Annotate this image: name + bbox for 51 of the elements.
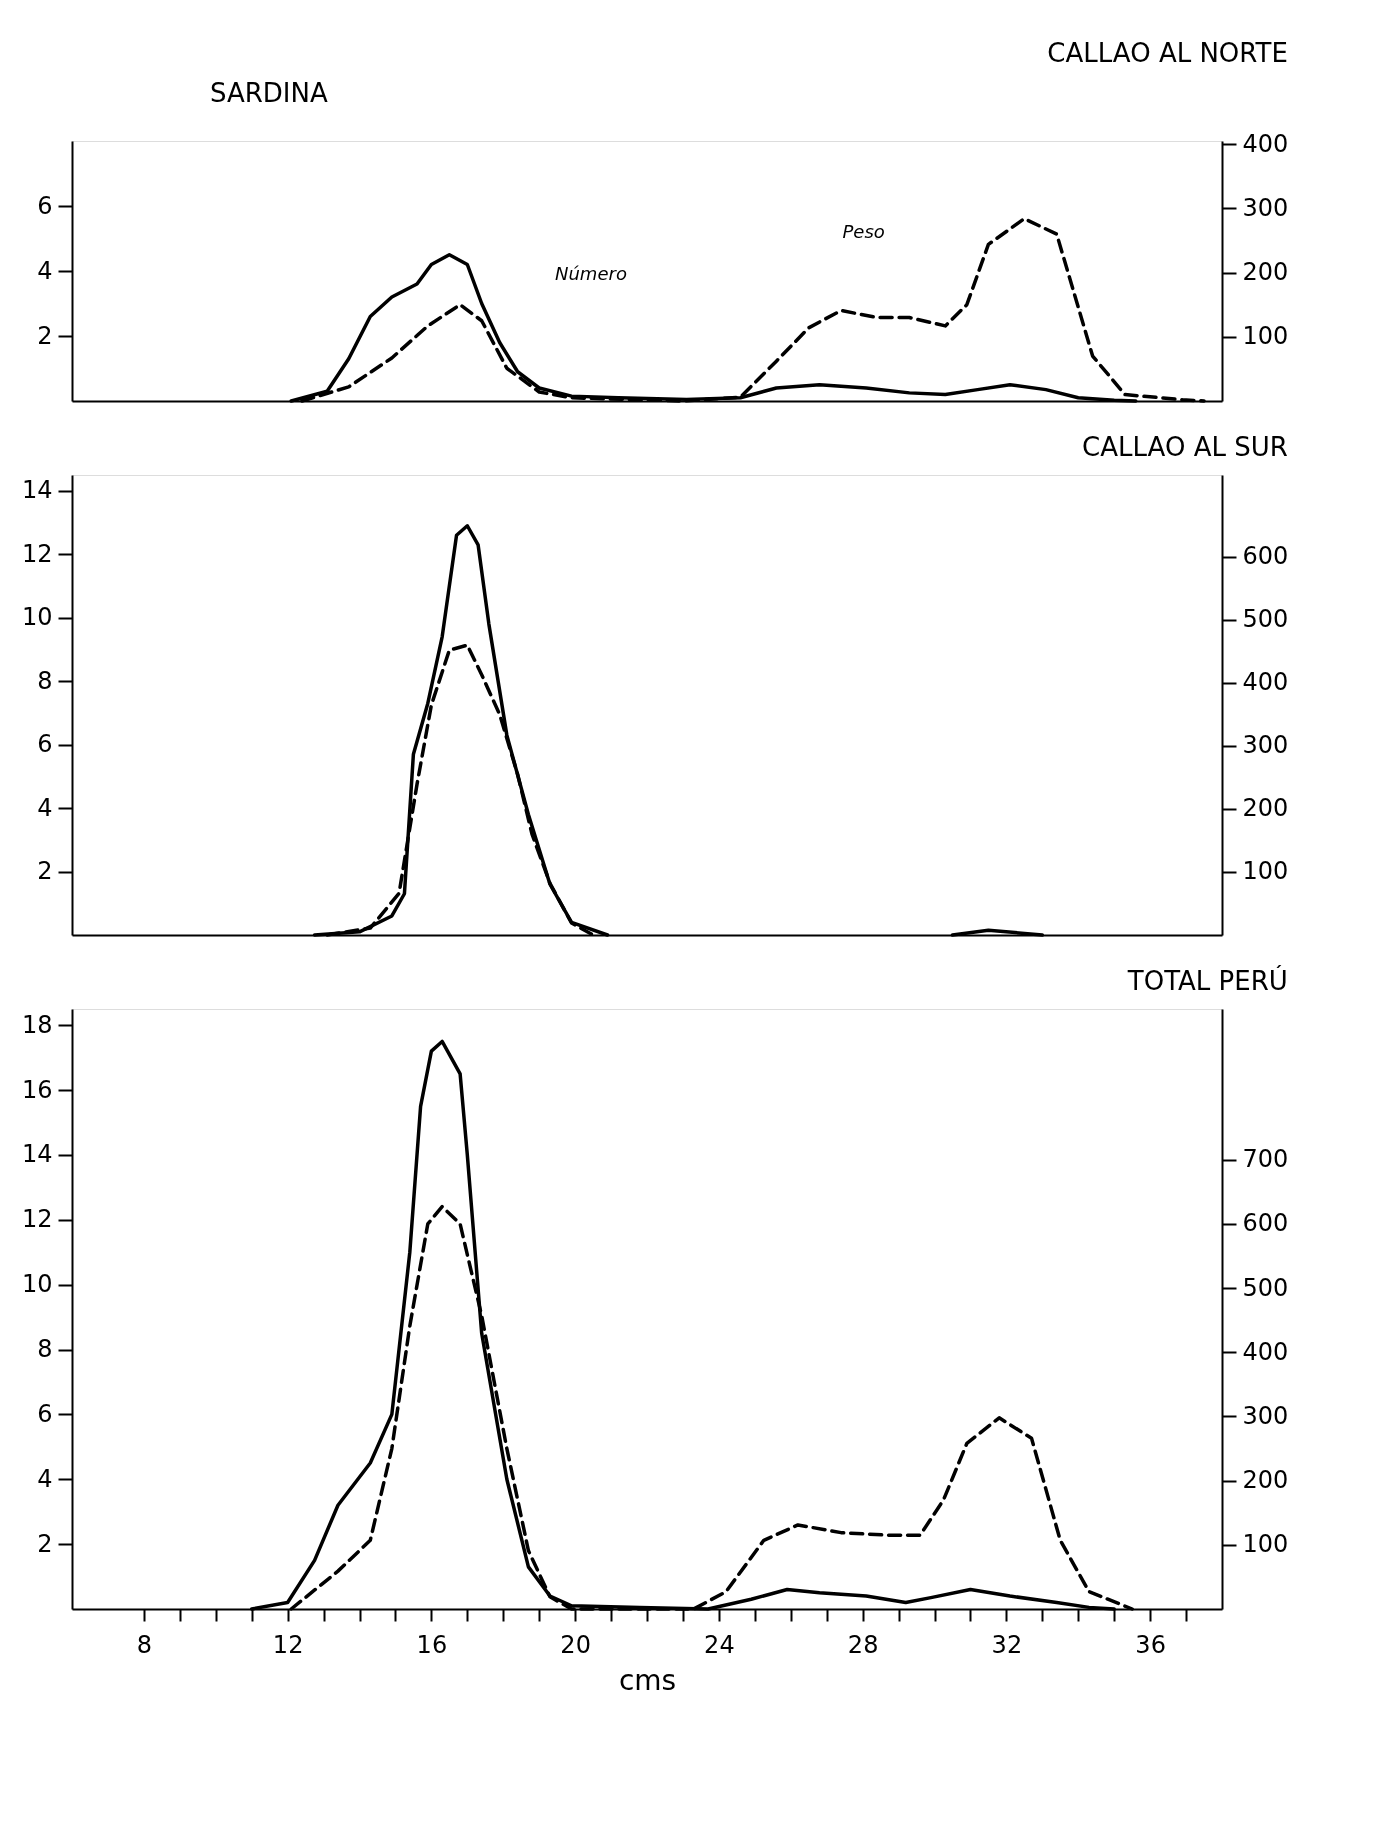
y-tick-label: 6 — [37, 730, 53, 759]
y2-tick-label: 300 — [1242, 1401, 1289, 1430]
y-tick-label: 4 — [37, 1464, 53, 1493]
y2-tick-label: 400 — [1242, 129, 1289, 158]
y2-tick-label: 100 — [1242, 1530, 1289, 1559]
annotation: Número — [555, 263, 627, 284]
y2-tick-label: 200 — [1242, 1466, 1289, 1495]
y-tick-label: 12 — [21, 539, 53, 568]
y2-tick-label: 200 — [1242, 794, 1289, 823]
y-tick-label: 2 — [37, 321, 53, 350]
x-tick-label: 20 — [560, 1630, 591, 1659]
chart-title: CALLAO AL SUR — [1082, 432, 1288, 462]
y-tick-label: 2 — [37, 1529, 53, 1558]
x-tick-label: 8 — [136, 1630, 153, 1659]
y-tick-label: 16 — [21, 1075, 53, 1104]
x-tick-label: 36 — [1135, 1630, 1166, 1659]
y2-tick-label: 600 — [1242, 1209, 1289, 1238]
text: SARDINA — [210, 78, 328, 109]
y-tick-label: 2 — [37, 857, 53, 886]
x-tick-label: 28 — [847, 1630, 879, 1659]
y2-tick-label: 400 — [1242, 1337, 1289, 1366]
y-tick-label: 12 — [21, 1205, 53, 1234]
y-tick-label: 6 — [37, 191, 53, 220]
x-axis-title: cms — [618, 1663, 677, 1697]
y2-tick-label: 700 — [1242, 1145, 1289, 1174]
y2-tick-label: 600 — [1242, 542, 1289, 571]
y-tick-label: 10 — [21, 1270, 53, 1299]
x-tick-label: 12 — [272, 1630, 304, 1659]
y2-tick-label: 500 — [1242, 605, 1289, 634]
x-tick-label: 24 — [704, 1630, 735, 1659]
y2-tick-label: 400 — [1242, 668, 1289, 697]
y-tick-label: 8 — [37, 1335, 53, 1364]
x-tick-label: 16 — [416, 1630, 448, 1659]
y-tick-label: 14 — [21, 1140, 53, 1169]
y-tick-label: 8 — [37, 666, 53, 695]
annotation: Peso — [842, 221, 885, 243]
y2-tick-label: 500 — [1242, 1273, 1289, 1302]
y-tick-label: 4 — [37, 256, 53, 285]
y2-tick-label: 100 — [1242, 857, 1289, 886]
y2-tick-label: 200 — [1242, 258, 1289, 287]
y2-tick-label: 100 — [1242, 322, 1289, 351]
y-tick-label: 14 — [21, 476, 53, 505]
chart-title: TOTAL PERÚ — [1126, 965, 1288, 996]
y-tick-label: 18 — [21, 1010, 53, 1039]
y2-tick-label: 300 — [1242, 731, 1289, 760]
y-tick-label: 4 — [37, 793, 53, 822]
y2-tick-label: 300 — [1242, 193, 1289, 222]
chart-title: CALLAO AL NORTE — [1047, 38, 1288, 69]
y-tick-label: 6 — [37, 1399, 53, 1428]
y-tick-label: 10 — [21, 603, 53, 632]
x-tick-label: 32 — [991, 1630, 1023, 1659]
